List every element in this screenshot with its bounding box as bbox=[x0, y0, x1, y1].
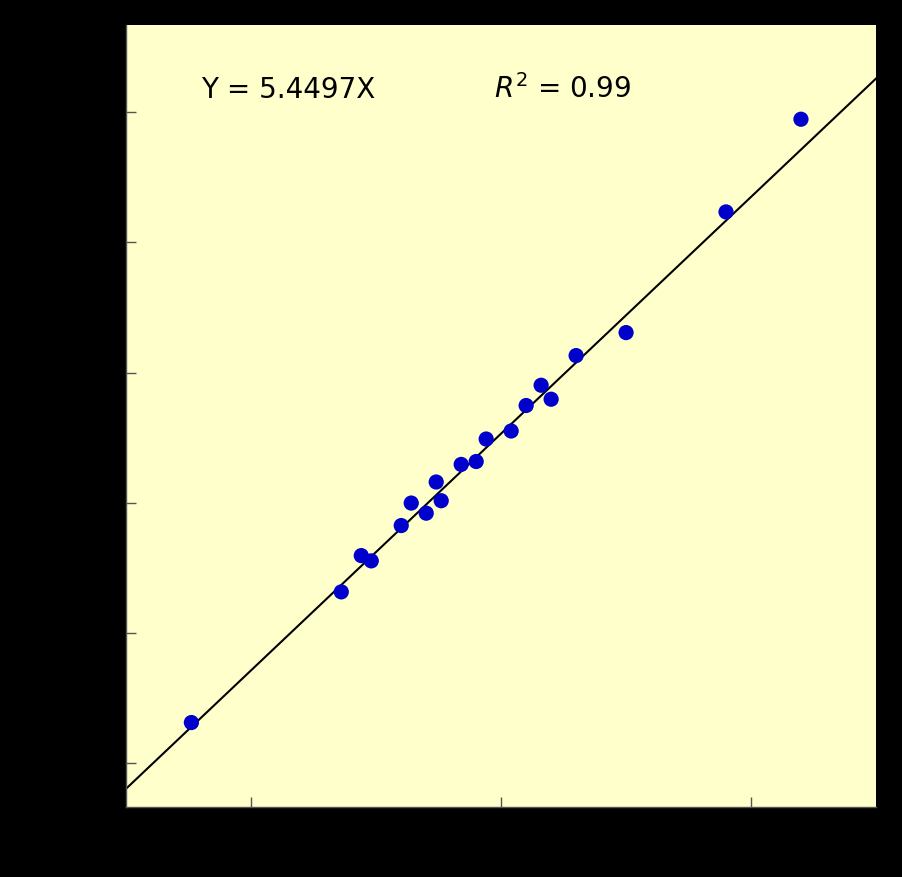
Point bbox=[419, 507, 433, 521]
Point bbox=[519, 399, 533, 413]
Point bbox=[393, 519, 408, 533]
Point bbox=[568, 349, 583, 363]
Point bbox=[428, 475, 443, 489]
Point bbox=[503, 424, 518, 438]
Point bbox=[793, 113, 807, 127]
Text: Y = 5.4497X: Y = 5.4497X bbox=[201, 76, 401, 104]
Point bbox=[334, 585, 348, 599]
Point bbox=[364, 554, 378, 568]
Point bbox=[468, 455, 483, 469]
Point bbox=[533, 379, 548, 393]
Point bbox=[543, 393, 557, 407]
Point bbox=[618, 326, 632, 340]
Point bbox=[403, 496, 418, 510]
Point bbox=[718, 205, 732, 219]
Point bbox=[478, 432, 492, 446]
Point bbox=[184, 716, 198, 730]
Point bbox=[434, 494, 448, 508]
Point bbox=[454, 458, 468, 472]
Text: $\mathit{R}^2$ = 0.99: $\mathit{R}^2$ = 0.99 bbox=[493, 75, 630, 104]
Point bbox=[354, 549, 368, 563]
